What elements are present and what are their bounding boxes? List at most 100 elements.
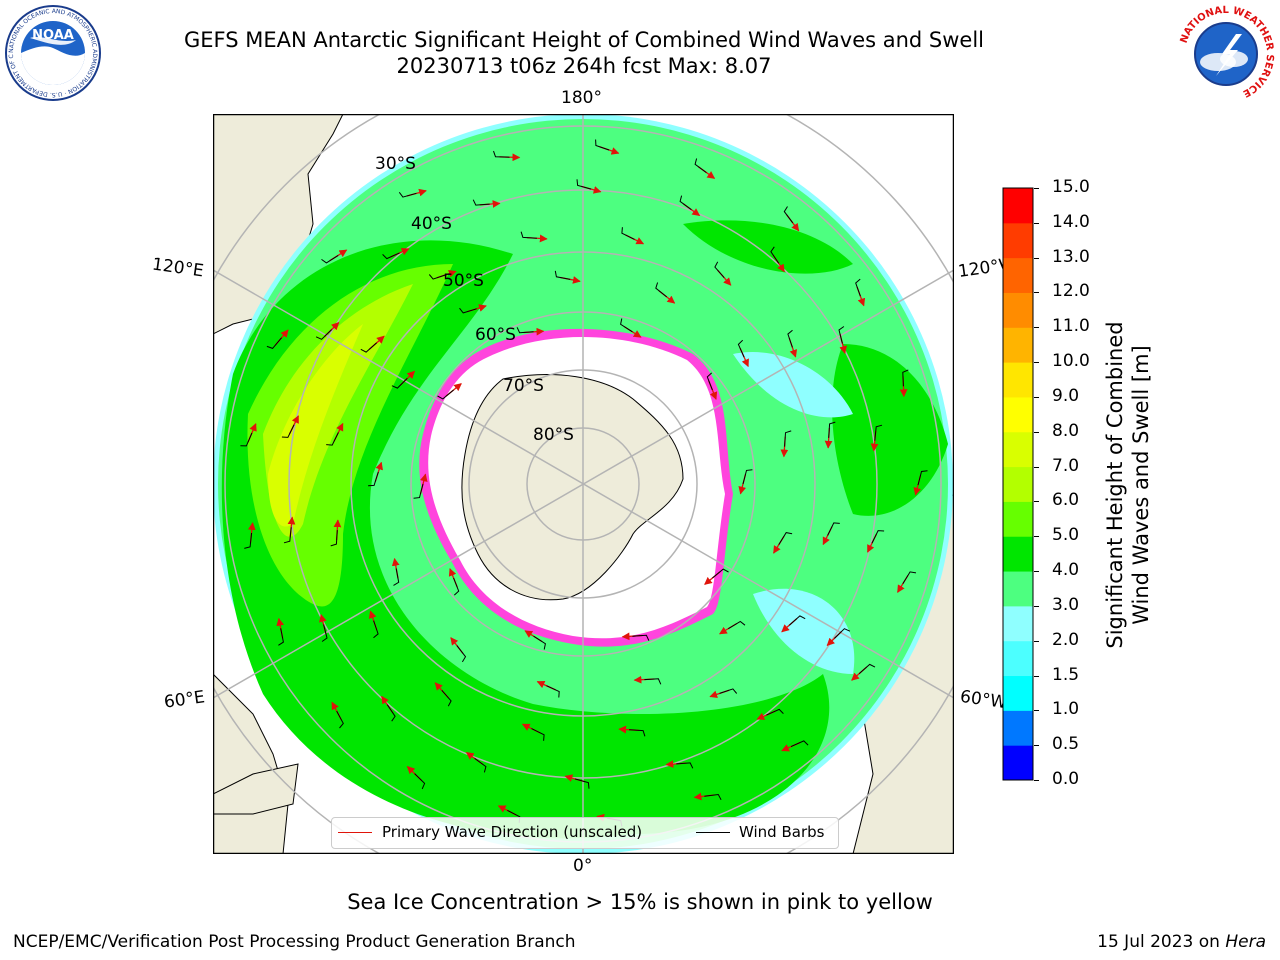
colorbar-tick-label: 5.0 [1052, 525, 1080, 546]
colorbar-tick-mark [1034, 327, 1039, 329]
wind-barb [546, 685, 560, 698]
noaa-logo: NATIONAL OCEANIC AND ATMOSPHERIC ADMINIS… [4, 4, 101, 101]
wind-barb [240, 432, 253, 447]
antarctica-land [461, 374, 684, 601]
wind-barb [770, 246, 780, 264]
colorbar-tick-mark [1034, 396, 1039, 398]
wind-barb [244, 532, 253, 549]
colorbar-tick-label: 1.0 [1052, 699, 1080, 720]
wind-barb [620, 318, 633, 333]
colorbar-tick-mark [1034, 710, 1039, 712]
wind-barb [714, 261, 725, 279]
wind-barb [554, 270, 571, 280]
colorbar-bin [1003, 675, 1033, 711]
wind-barb [386, 704, 396, 722]
colorbar-tick-label: 15.0 [1052, 177, 1090, 197]
chart-title: GEFS MEAN Antarctic Significant Height o… [183, 28, 985, 52]
wind-barb [828, 421, 836, 438]
wind-barb [472, 199, 490, 206]
nws-logo: NATIONAL WEATHER SERVICE [1178, 5, 1275, 102]
colorbar-tick-label: 3.0 [1052, 594, 1080, 615]
wind-barb [315, 329, 332, 340]
wind-barb [838, 326, 845, 344]
wind-barb [788, 615, 806, 626]
wind-barb [706, 372, 713, 391]
colorbar-tick-label: 14.0 [1052, 211, 1090, 232]
wind-barb [874, 424, 883, 441]
wind-barb [283, 527, 292, 544]
colorbar-tick-mark [1034, 292, 1039, 294]
lat-label-40s: 40°S [411, 214, 452, 234]
wind-barb [281, 424, 295, 438]
wind-barb [917, 470, 928, 486]
wind-barb [382, 252, 400, 260]
wind-barb [679, 195, 692, 211]
wind-barb [766, 708, 784, 716]
colorbar-tick-mark [1034, 640, 1039, 642]
wind-barb [787, 329, 793, 348]
wind-barb [629, 729, 646, 737]
colorbar-bin [1003, 222, 1033, 259]
wind-barb [437, 389, 454, 400]
wind-barb [858, 663, 876, 674]
graticule [213, 114, 954, 854]
colorbar-bin [1003, 640, 1033, 677]
colorbar [1002, 187, 1034, 781]
wind-barb [712, 568, 729, 579]
colorbar-tick-mark [1034, 745, 1039, 747]
lat-label-30s: 30°S [375, 154, 416, 174]
wind-barb [827, 522, 840, 536]
wind-barb [520, 231, 537, 239]
colorbar-bin [1003, 188, 1033, 224]
wind-barb [655, 282, 668, 298]
wind-barb [694, 158, 707, 174]
wind-barb [574, 778, 590, 789]
colorbar-bin [1003, 466, 1033, 502]
colorbar-tick-mark [1034, 571, 1039, 573]
colorbar-tick-label: 8.0 [1052, 420, 1080, 441]
colorbar-tick-label: 12.0 [1052, 281, 1090, 302]
colorbar-label-line2: Wind Waves and Swell [m] [1129, 345, 1153, 625]
wind-barb [790, 740, 809, 748]
credit-right: 15 Jul 2023 on Hera [1097, 932, 1266, 952]
credit-machine: Hera [1225, 932, 1266, 952]
colorbar-bin [1003, 501, 1033, 537]
wind-barb [632, 634, 650, 641]
legend-wave-line [338, 832, 372, 833]
colorbar-bin [1003, 745, 1033, 781]
wind-barb [373, 620, 379, 639]
lon-label-0: 0° [573, 856, 593, 876]
wind-barb [474, 757, 487, 773]
wind-barb [516, 327, 534, 334]
colorbar-tick-mark [1034, 466, 1039, 468]
colorbar-tick-label: 6.0 [1052, 490, 1080, 511]
colorbar-tick-label: 1.5 [1052, 664, 1080, 685]
colorbar-tick-label: 13.0 [1052, 246, 1090, 267]
lon-label-180: 180° [561, 88, 602, 108]
wind-barb [778, 532, 793, 545]
polar-stereographic-map: 30°S 40°S 50°S 60°S 70°S 80°S [213, 114, 954, 854]
wind-barb [360, 342, 378, 353]
wind-barb [398, 192, 417, 198]
wind-barb [278, 628, 284, 646]
colorbar-bin [1003, 536, 1033, 572]
wind-barb [413, 483, 424, 499]
colorbar-bin [1003, 257, 1033, 293]
wind-barb [704, 793, 722, 801]
wind-barbs [240, 139, 928, 827]
colorbar-tick-label: 0.0 [1052, 769, 1080, 789]
credit-left: NCEP/EMC/Verification Post Processing Pr… [13, 932, 576, 952]
map-border [213, 114, 954, 854]
colorbar-tick-label: 0.5 [1052, 734, 1080, 755]
noaa-logo-text: NOAA [32, 28, 74, 43]
wind-barb [719, 688, 738, 694]
colorbar-bin [1003, 571, 1033, 607]
colorbar-tick-mark [1034, 675, 1039, 677]
legend-barb-line [696, 832, 730, 833]
chart-subtitle: 20230713 t06z 264h fcst Max: 8.07 [396, 54, 772, 78]
colorbar-tick-label: 9.0 [1052, 385, 1080, 406]
wind-barb [742, 469, 753, 485]
wind-barb [531, 728, 545, 741]
colorbar-bin [1003, 396, 1033, 433]
colorbar-tick-mark [1034, 362, 1039, 364]
